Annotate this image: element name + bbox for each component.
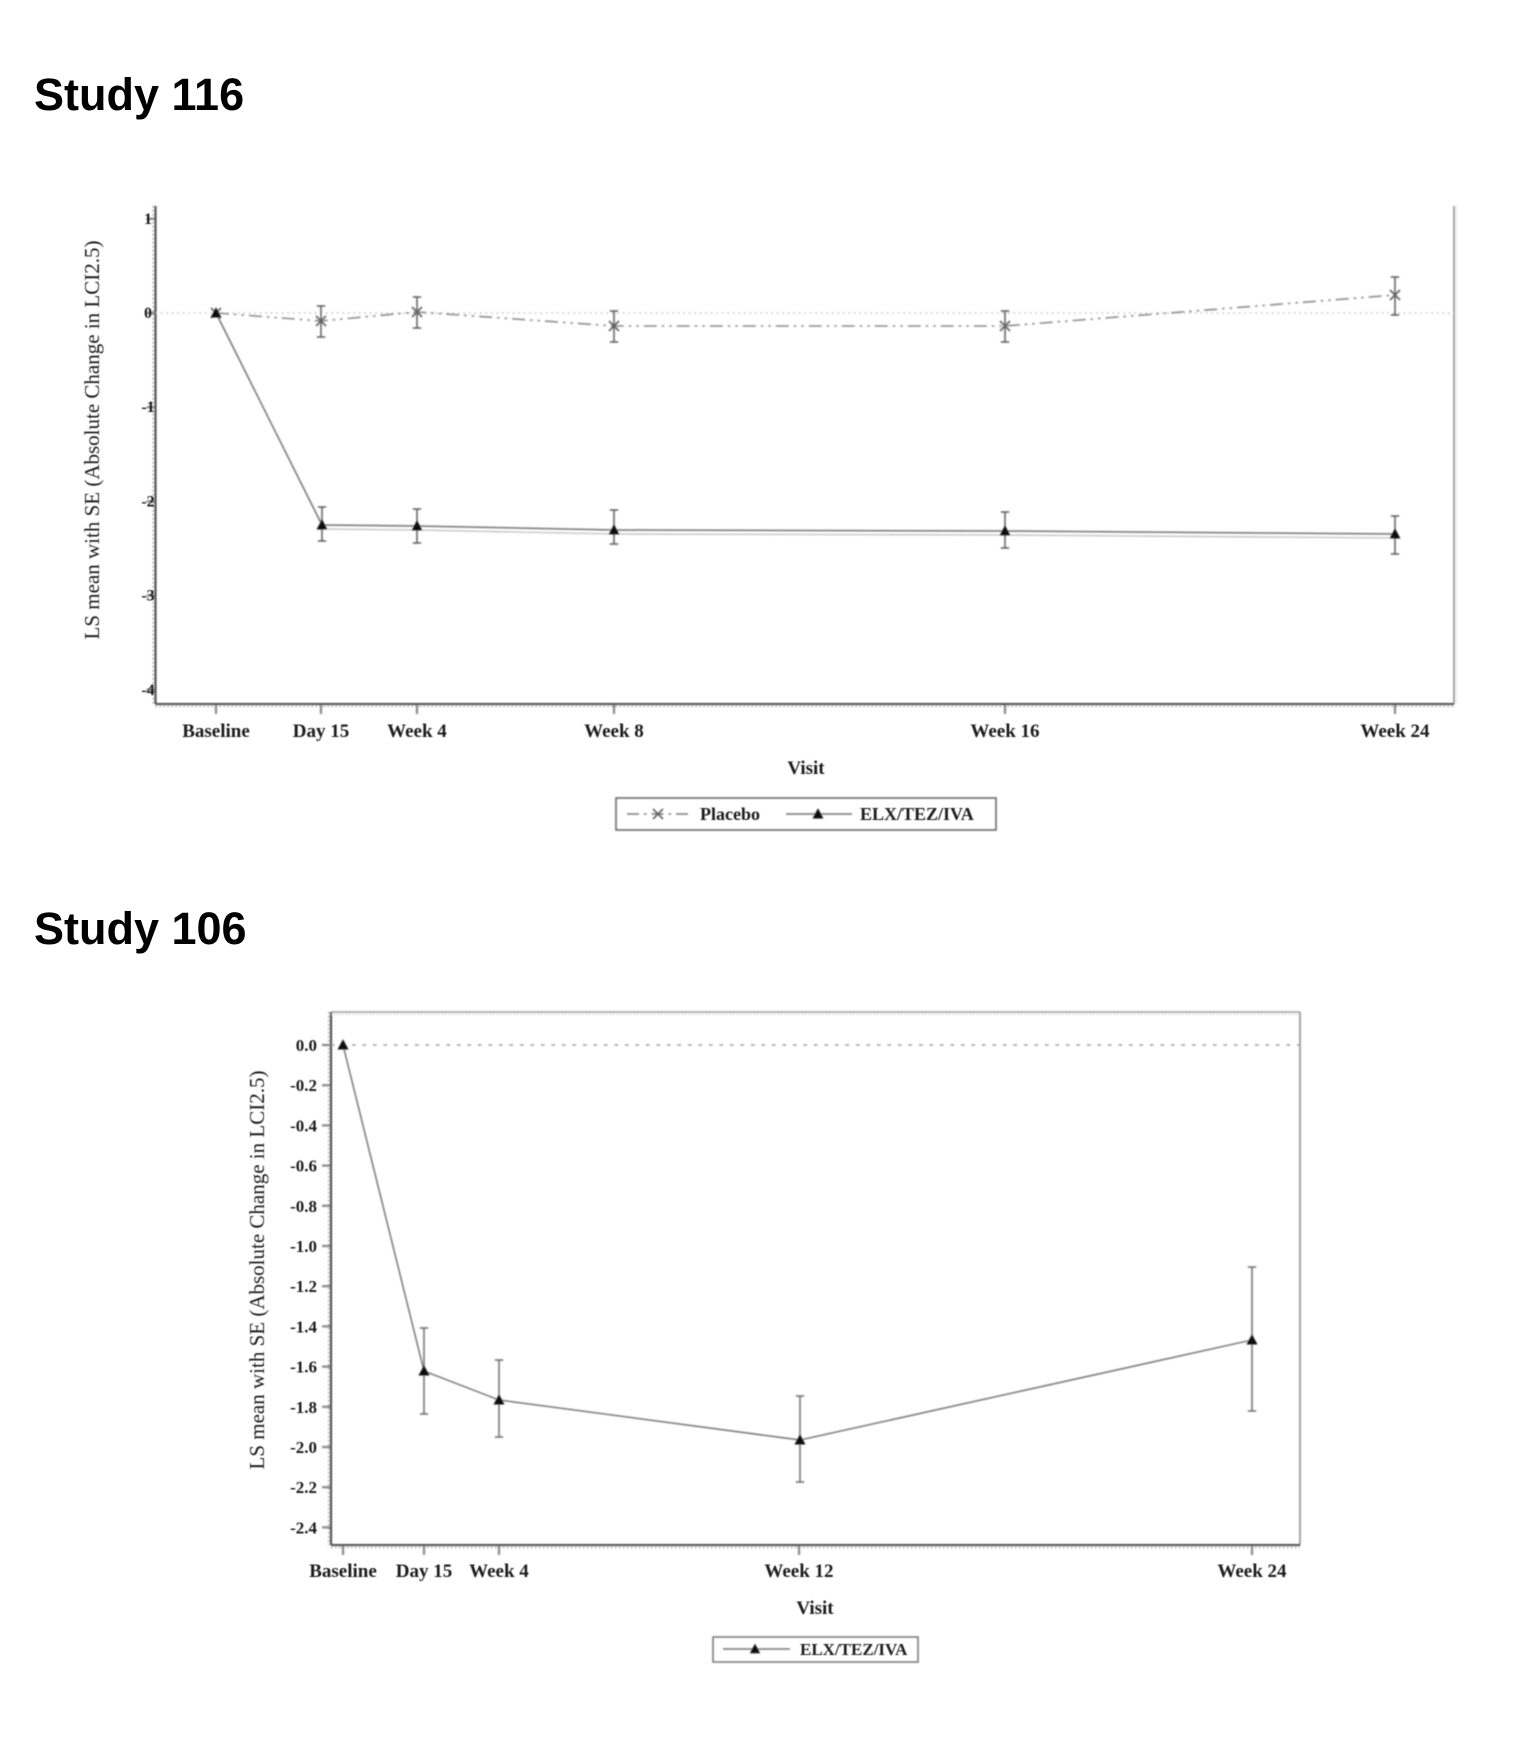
svg-text:Placebo: Placebo [700,804,760,824]
svg-text:-2.0: -2.0 [290,1438,317,1457]
svg-text:Week 12: Week 12 [764,1561,833,1582]
svg-text:-0.2: -0.2 [290,1076,317,1095]
svg-text:-1.0: -1.0 [290,1237,317,1256]
svg-text:Week 4: Week 4 [387,721,447,742]
svg-text:ELX/TEZ/IVA: ELX/TEZ/IVA [860,804,974,824]
svg-text:Day 15: Day 15 [293,721,349,742]
svg-text:LS mean with SE (Absolute Chan: LS mean with SE (Absolute Change in LCI2… [80,241,104,640]
svg-text:Visit: Visit [796,1598,834,1619]
svg-text:-2.2: -2.2 [290,1478,317,1497]
svg-text:-1.6: -1.6 [290,1358,317,1377]
svg-text:-1.8: -1.8 [290,1398,317,1417]
svg-text:Week 24: Week 24 [1217,1561,1287,1582]
svg-text:Week 8: Week 8 [584,721,644,742]
svg-text:Week 24: Week 24 [1360,721,1430,742]
svg-text:LS mean with SE (Absolute Chan: LS mean with SE (Absolute Change in LCI2… [245,1071,269,1470]
svg-text:-1.2: -1.2 [290,1277,317,1296]
svg-text:-2.4: -2.4 [290,1518,317,1537]
svg-text:-1.4: -1.4 [290,1317,317,1336]
svg-text:-0.6: -0.6 [290,1157,317,1176]
svg-text:Visit: Visit [787,758,825,779]
svg-text:Day 15: Day 15 [396,1561,452,1582]
svg-text:Baseline: Baseline [309,1561,377,1582]
svg-text:ELX/TEZ/IVA: ELX/TEZ/IVA [800,1640,908,1659]
svg-text:0: 0 [144,305,152,322]
svg-text:-0.4: -0.4 [290,1116,317,1135]
svg-text:-0.8: -0.8 [290,1197,317,1216]
svg-text:-4: -4 [141,682,154,699]
svg-text:0.0: 0.0 [296,1036,317,1055]
svg-text:Week 16: Week 16 [970,721,1039,742]
svg-text:-2: -2 [141,493,154,510]
svg-text:-3: -3 [141,588,154,605]
svg-text:-1: -1 [141,399,154,416]
svg-text:Week 4: Week 4 [469,1561,529,1582]
svg-text:1: 1 [144,211,152,228]
svg-text:Baseline: Baseline [182,721,250,742]
